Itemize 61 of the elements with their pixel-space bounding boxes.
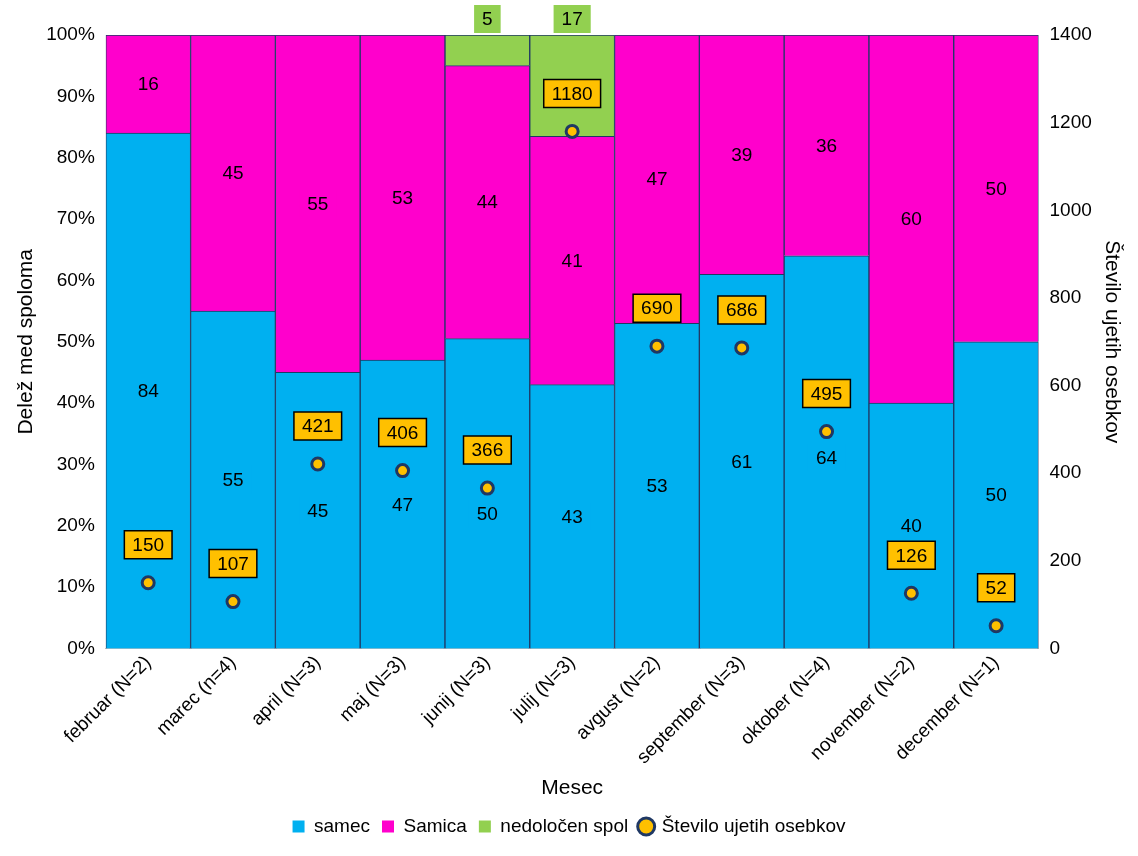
y-axis-title: Delež med spoloma	[13, 248, 37, 435]
data-label: 55	[222, 469, 244, 491]
legend-label: nedoločen spol	[500, 814, 629, 836]
data-label: 495	[810, 382, 843, 404]
data-label: 406	[386, 421, 419, 443]
data-label: 41	[561, 249, 583, 271]
x-axis-title: Mesec	[541, 775, 604, 799]
y-tick-label: 90%	[56, 84, 95, 106]
legend-label: Število ujetih osebkov	[661, 814, 846, 836]
data-label: 53	[392, 186, 414, 208]
y2-tick-label: 0	[1049, 636, 1061, 658]
data-label: 5	[482, 8, 493, 30]
y-tick-label: 10%	[56, 575, 95, 597]
data-label: 366	[471, 439, 504, 461]
data-label: 45	[222, 162, 244, 184]
y-tick-label: 70%	[56, 207, 95, 229]
data-label: 690	[641, 297, 673, 319]
data-label: 1180	[551, 82, 593, 104]
data-label: 107	[217, 552, 249, 574]
data-label: 44	[476, 191, 499, 213]
data-label: 47	[392, 493, 414, 515]
data-label: 61	[731, 450, 753, 472]
data-label: 50	[985, 177, 1007, 199]
y-tick-label: 80%	[56, 145, 95, 167]
y2-tick-label: 1400	[1049, 23, 1092, 45]
data-label: 64	[815, 446, 838, 468]
data-label: 45	[307, 499, 329, 521]
data-label: 50	[985, 484, 1007, 506]
data-label: 84	[137, 380, 160, 402]
data-label: 686	[725, 299, 758, 321]
y-tick-label: 60%	[56, 268, 95, 290]
y-tick-label: 30%	[56, 452, 95, 474]
y-tick-label: 40%	[56, 391, 95, 413]
data-label: 47	[646, 168, 668, 190]
y2-tick-label: 400	[1049, 461, 1082, 483]
data-label: 150	[132, 534, 165, 555]
data-label: 50	[476, 503, 498, 525]
y-tick-label: 100%	[46, 23, 95, 45]
y2-tick-label: 200	[1049, 549, 1082, 571]
y-tick-label: 0%	[67, 636, 95, 658]
y2-tick-label: 1000	[1049, 198, 1092, 220]
y-tick-label: 20%	[56, 514, 95, 536]
data-label: 126	[895, 544, 928, 566]
data-label: 40	[900, 515, 922, 537]
y2-tick-label: 1200	[1049, 110, 1092, 132]
data-label: 17	[561, 8, 583, 30]
data-label: 36	[815, 134, 838, 156]
data-label: 421	[301, 415, 334, 437]
legend-label: samec	[314, 814, 371, 836]
data-label: 16	[137, 73, 159, 95]
legend-label: Samica	[403, 814, 468, 836]
y2-tick-label: 600	[1049, 373, 1082, 395]
y-tick-label: 50%	[56, 329, 95, 351]
y2-tick-label: 800	[1049, 286, 1082, 308]
data-label: 39	[731, 143, 753, 165]
data-label: 60	[900, 208, 922, 230]
data-label: 53	[646, 475, 668, 497]
data-label: 55	[307, 192, 329, 214]
data-label: 52	[985, 576, 1007, 598]
y2-axis-title: Število ujetih osebkov	[1101, 240, 1125, 444]
data-label: 43	[561, 505, 583, 527]
